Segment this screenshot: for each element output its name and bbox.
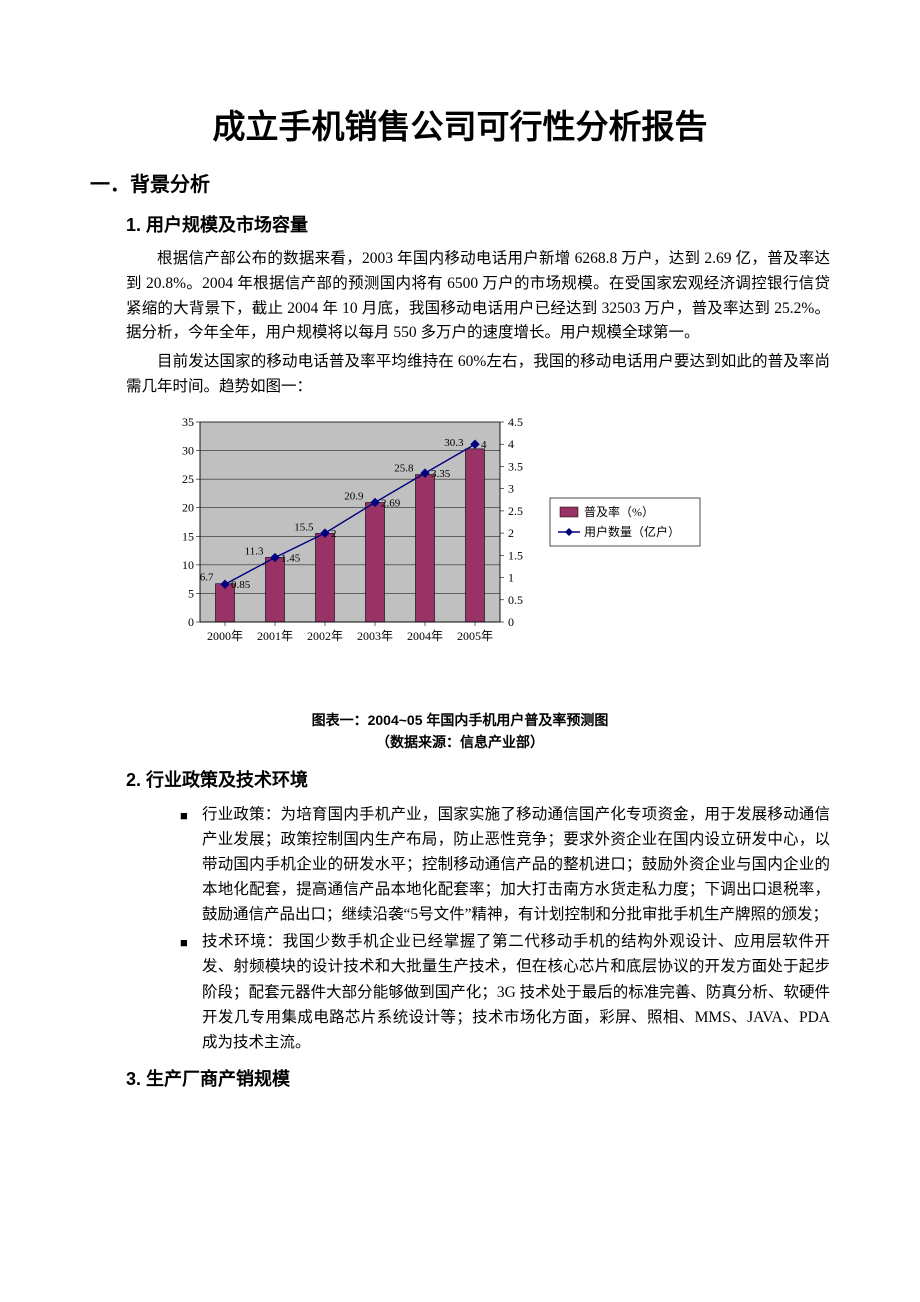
- svg-text:2004年: 2004年: [407, 629, 443, 643]
- svg-text:2.69: 2.69: [381, 497, 401, 509]
- svg-text:2001年: 2001年: [257, 629, 293, 643]
- bullet-square-icon: ■: [180, 929, 202, 1055]
- svg-text:20: 20: [182, 500, 194, 514]
- svg-text:2005年: 2005年: [457, 629, 493, 643]
- svg-text:10: 10: [182, 558, 194, 572]
- svg-text:30: 30: [182, 443, 194, 457]
- svg-text:2002年: 2002年: [307, 629, 343, 643]
- chart-svg: 0 5 10 15 20 25 30 35 0 0.5 1 1.5 2 2.5 3 3.5 4 4.5 6.7 11.…: [160, 414, 780, 704]
- svg-text:20.9: 20.9: [344, 490, 364, 502]
- svg-text:2: 2: [331, 528, 337, 540]
- svg-text:4: 4: [508, 437, 514, 451]
- bullet-text: 技术环境：我国少数手机企业已经掌握了第二代移动手机的结构外观设计、应用层软件开发…: [202, 929, 830, 1055]
- svg-text:5: 5: [188, 586, 194, 600]
- svg-text:2000年: 2000年: [207, 629, 243, 643]
- svg-text:25: 25: [182, 472, 194, 486]
- bullet-list: ■ 行业政策：为培育国内手机产业，国家实施了移动通信国产化专项资金，用于发展移动…: [180, 802, 830, 1055]
- svg-text:2.5: 2.5: [508, 504, 523, 518]
- svg-text:30.3: 30.3: [444, 437, 464, 449]
- bullet-item: ■ 行业政策：为培育国内手机产业，国家实施了移动通信国产化专项资金，用于发展移动…: [180, 802, 830, 928]
- section-1-2-heading: 2. 行业政策及技术环境: [126, 766, 830, 792]
- svg-text:0.5: 0.5: [508, 593, 523, 607]
- svg-text:普及率（%）: 普及率（%）: [584, 504, 654, 519]
- chart-figure: 0 5 10 15 20 25 30 35 0 0.5 1 1.5 2 2.5 3 3.5 4 4.5 6.7 11.…: [160, 414, 830, 704]
- doc-title: 成立手机销售公司可行性分析报告: [90, 100, 830, 148]
- bullet-item: ■ 技术环境：我国少数手机企业已经掌握了第二代移动手机的结构外观设计、应用层软件…: [180, 929, 830, 1055]
- svg-text:用户数量（亿户）: 用户数量（亿户）: [584, 524, 680, 539]
- svg-text:1.5: 1.5: [508, 548, 523, 562]
- svg-text:0.85: 0.85: [231, 579, 251, 591]
- svg-text:0: 0: [508, 615, 514, 629]
- svg-text:2003年: 2003年: [357, 629, 393, 643]
- bullet-text: 行业政策：为培育国内手机产业，国家实施了移动通信国产化专项资金，用于发展移动通信…: [202, 802, 830, 928]
- svg-text:25.8: 25.8: [394, 462, 414, 474]
- svg-text:2: 2: [508, 526, 514, 540]
- svg-text:4.5: 4.5: [508, 415, 523, 429]
- svg-text:4: 4: [481, 439, 487, 451]
- bullet-square-icon: ■: [180, 802, 202, 928]
- section-1-3-heading: 3. 生产厂商产销规模: [126, 1065, 830, 1091]
- section-1-1-heading: 1. 用户规模及市场容量: [126, 211, 830, 237]
- svg-text:35: 35: [182, 415, 194, 429]
- svg-text:1: 1: [508, 570, 514, 584]
- svg-text:11.3: 11.3: [245, 545, 264, 557]
- chart-caption: 图表一：2004~05 年国内手机用户普及率预测图: [90, 710, 830, 730]
- svg-text:15.5: 15.5: [294, 521, 314, 533]
- svg-text:3.35: 3.35: [431, 468, 451, 480]
- paragraph: 根据信产部公布的数据来看，2003 年国内移动电话用户新增 6268.8 万户，…: [126, 247, 830, 346]
- svg-text:6.7: 6.7: [200, 571, 214, 583]
- section-1-heading: 一．背景分析: [90, 168, 830, 197]
- svg-text:3: 3: [508, 481, 514, 495]
- svg-text:0: 0: [188, 615, 194, 629]
- svg-text:3.5: 3.5: [508, 459, 523, 473]
- paragraph: 目前发达国家的移动电话普及率平均维持在 60%左右，我国的移动电话用户要达到如此…: [126, 350, 830, 400]
- svg-text:1.45: 1.45: [281, 552, 301, 564]
- page: 成立手机销售公司可行性分析报告 一．背景分析 1. 用户规模及市场容量 根据信产…: [0, 0, 920, 1161]
- svg-text:15: 15: [182, 529, 194, 543]
- chart-caption-source: （数据来源：信息产业部）: [90, 732, 830, 752]
